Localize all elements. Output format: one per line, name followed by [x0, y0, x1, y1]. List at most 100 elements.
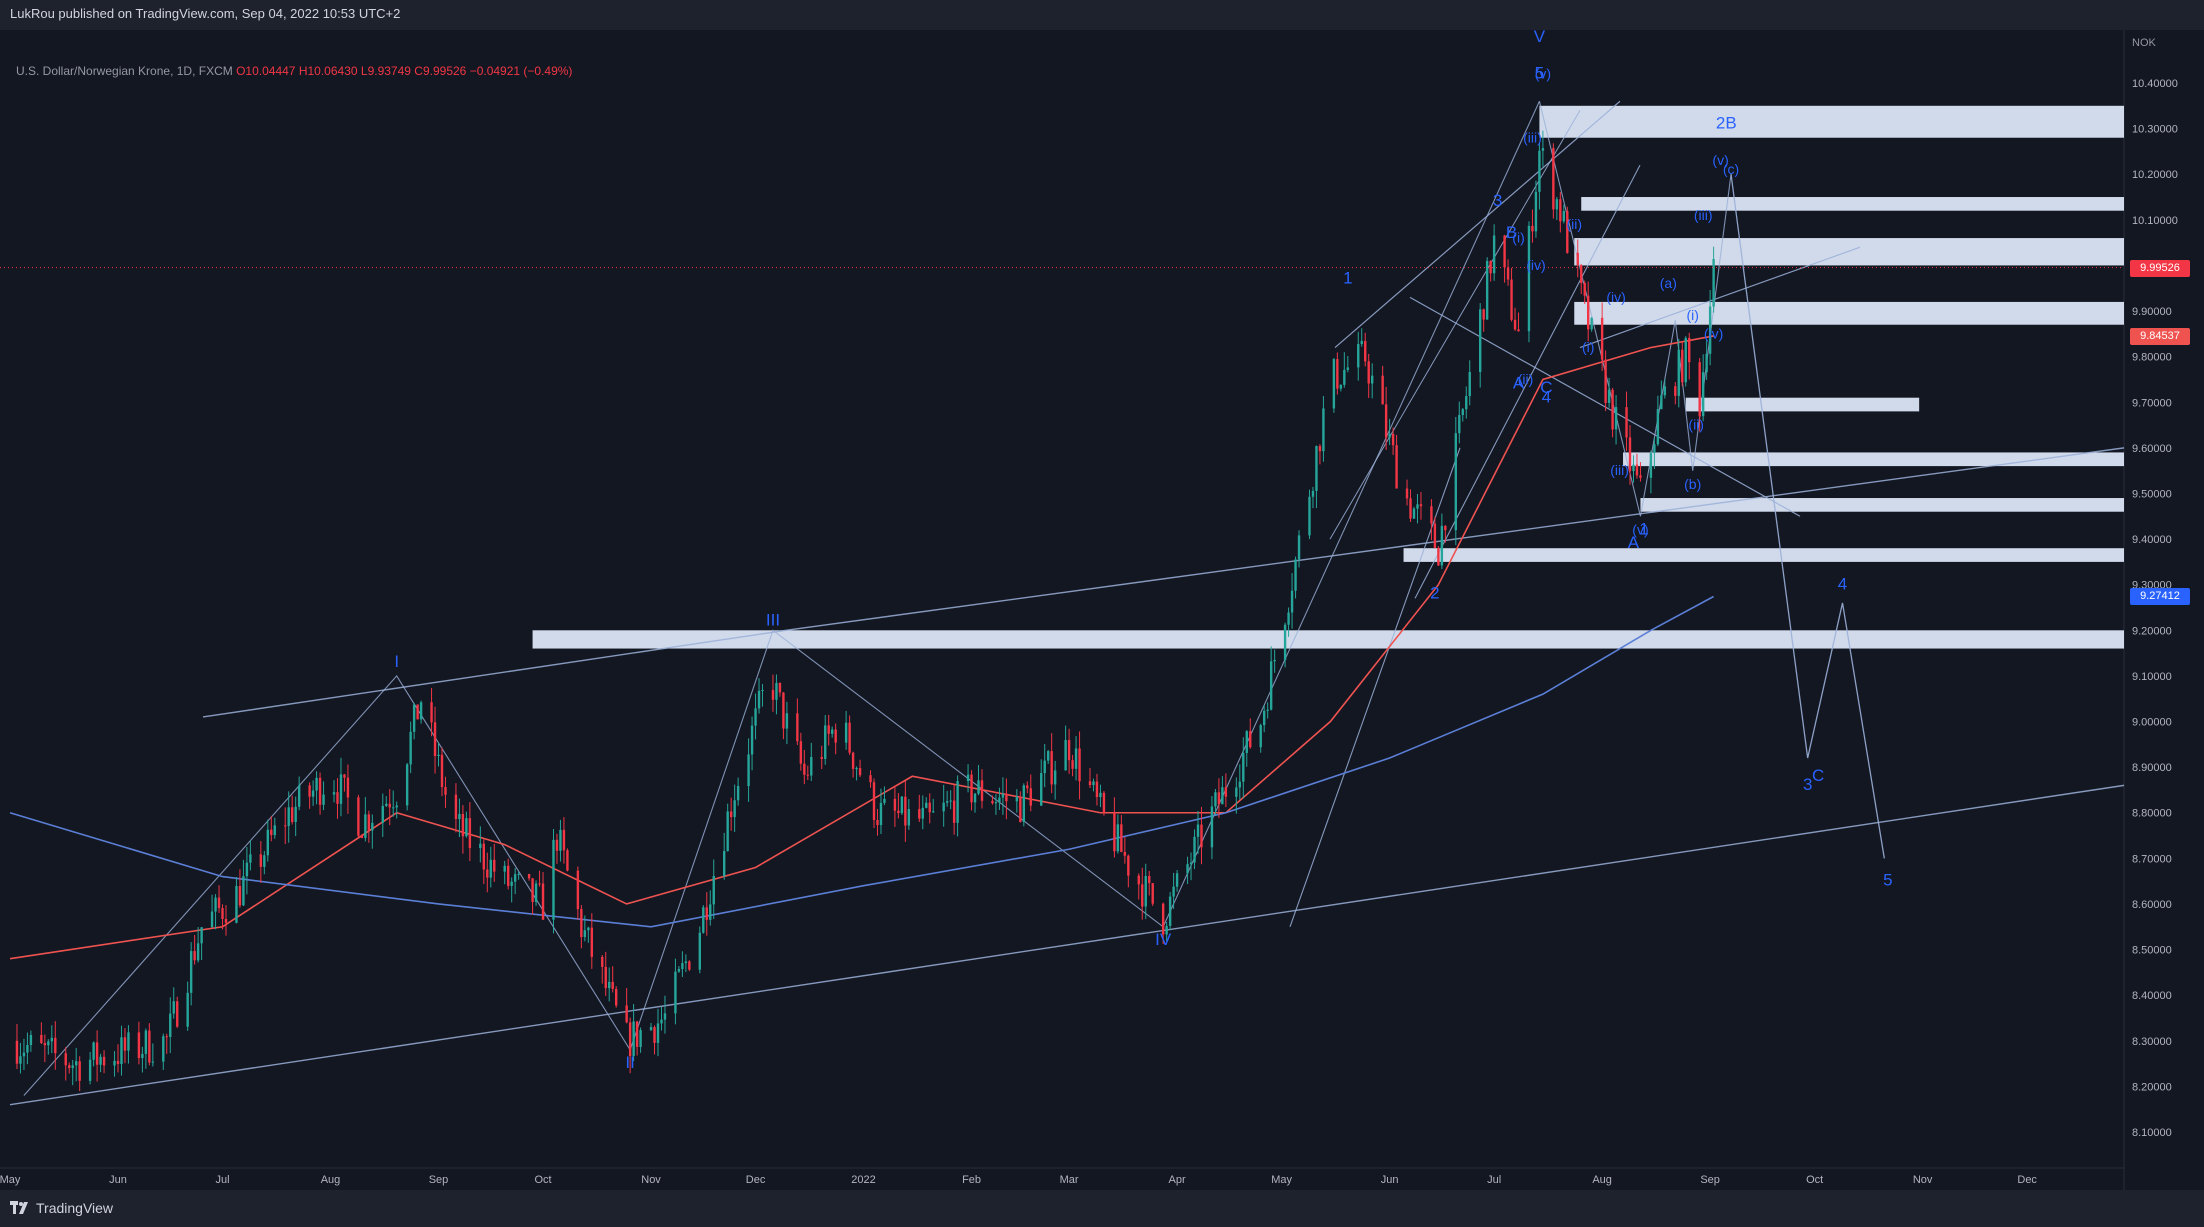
tradingview-logo[interactable]: TradingView	[10, 1200, 113, 1216]
candle-body-71	[360, 835, 364, 838]
wedge-breakout-line	[1579, 246, 1861, 349]
candle-body-181	[897, 810, 900, 814]
candle-body-236	[1165, 925, 1168, 935]
candle-body-238	[1172, 886, 1175, 897]
candle-body-66	[336, 792, 339, 804]
candle-body-8	[50, 1037, 54, 1042]
wave-label-1: II	[625, 1053, 634, 1072]
candle-body-253	[1245, 731, 1248, 754]
candle-body-104	[517, 873, 520, 875]
candle-body-50	[259, 854, 263, 867]
candle-body-52	[266, 829, 270, 856]
candle-body-318	[1562, 211, 1566, 222]
candle-body-55	[284, 825, 287, 827]
candle-body-285	[1405, 488, 1409, 499]
candle-body-28	[148, 1030, 151, 1063]
wave-label-32: (c)	[1723, 161, 1739, 177]
candle-body-145	[722, 851, 726, 877]
candle-body-338	[1660, 395, 1663, 410]
wave-label-16: (iv)	[1526, 257, 1545, 273]
y-tick-0: 10.40000	[2132, 78, 2178, 90]
x-tick-9: Feb	[962, 1174, 981, 1186]
wave-label-0: I	[394, 652, 399, 671]
wave-label-27: (i)	[1686, 307, 1698, 323]
candle-body-82	[412, 704, 416, 732]
ohlc-open: O10.04447	[236, 64, 296, 78]
candle-body-100	[503, 865, 506, 872]
candle-body-169	[834, 729, 837, 743]
candle-body-226	[1116, 824, 1120, 852]
candle-body-300	[1478, 309, 1482, 372]
candle-body-227	[1120, 824, 1123, 852]
x-tick-18: Nov	[1913, 1174, 1933, 1186]
candle-body-282	[1388, 434, 1391, 438]
wave-label-11: B	[1506, 223, 1517, 242]
candle-body-310	[1527, 225, 1531, 332]
candle-body-10	[64, 1053, 67, 1066]
candle-body-245	[1210, 806, 1214, 848]
candle-body-75	[381, 805, 384, 823]
upper-channel-line-1	[202, 629, 787, 718]
x-tick-17: Oct	[1806, 1174, 1823, 1186]
candle-body-305	[1503, 235, 1506, 268]
brand-name: TradingView	[36, 1200, 114, 1216]
wave-label-25: (a)	[1660, 275, 1677, 291]
candle-body-150	[747, 754, 750, 787]
candle-body-272	[1339, 384, 1343, 389]
candle-body-297	[1461, 409, 1464, 416]
candle-body-54	[273, 825, 276, 836]
candle-body-41	[214, 897, 217, 912]
candle-body-32	[169, 1013, 172, 1037]
candle-body-204	[1005, 793, 1008, 802]
candle-body-243	[1196, 824, 1200, 837]
wave-label-5: 1	[1343, 269, 1352, 288]
wave-label-28: (ii)	[1688, 417, 1704, 433]
candle-body-156	[775, 683, 778, 700]
candle-body-144	[712, 876, 715, 905]
candle-body-112	[559, 829, 562, 851]
candle-body-279	[1370, 375, 1374, 384]
candle-body-152	[754, 708, 757, 726]
candle-body-129	[639, 1030, 642, 1047]
candle-body-159	[785, 713, 789, 729]
candle-body-124	[614, 988, 618, 1006]
candle-body-72	[364, 814, 367, 838]
candle-body-153	[757, 690, 761, 709]
candle-body-30	[162, 1036, 165, 1062]
candle-body-328	[1611, 389, 1614, 430]
chart-area[interactable]: I II III IV V 1 2 3 4 5 A B C (v) (iii) (i) (iv) (ii) (ii)…	[0, 30, 2204, 1190]
candle-body-74	[371, 822, 374, 831]
candle-body-93	[465, 818, 468, 837]
candle-body-18	[99, 1056, 102, 1065]
candle-body-196	[970, 774, 973, 803]
candle-body-17	[95, 1042, 99, 1065]
candle-body-57	[290, 807, 294, 823]
candle-body-191	[945, 801, 949, 803]
candle-body-269	[1322, 408, 1325, 452]
candle-body-187	[925, 802, 928, 808]
candle-body-101	[506, 865, 510, 886]
symbol-legend: U.S. Dollar/Norwegian Krone, 1D, FXCM O1…	[16, 64, 572, 78]
candle-body-208	[1026, 785, 1029, 789]
y-tick-12: 9.20000	[2132, 625, 2172, 637]
candle-body-242	[1193, 836, 1196, 863]
candle-body-7	[47, 1041, 50, 1046]
candle-body-247	[1217, 792, 1221, 805]
candle-body-265	[1308, 496, 1311, 536]
price-chart[interactable]: IIIIIIIVV12345ABC(v)(iii)(i)(iv)(ii)(ii)…	[0, 30, 2204, 1190]
candle-body-99	[493, 859, 496, 872]
candle-body-63	[318, 777, 322, 805]
candle-body-332	[1632, 464, 1635, 472]
candle-body-335	[1649, 453, 1653, 478]
candle-body-96	[482, 843, 486, 870]
candle-body-22	[120, 1037, 123, 1065]
zone-8	[532, 630, 2125, 649]
candle-body-185	[918, 809, 921, 819]
candle-body-171	[848, 722, 851, 753]
candle-body-109	[541, 883, 545, 920]
candle-body-308	[1513, 319, 1517, 330]
candle-body-2	[22, 1052, 26, 1057]
x-tick-13: Jun	[1381, 1174, 1399, 1186]
candle-body-229	[1127, 855, 1130, 876]
candle-body-319	[1566, 211, 1569, 253]
